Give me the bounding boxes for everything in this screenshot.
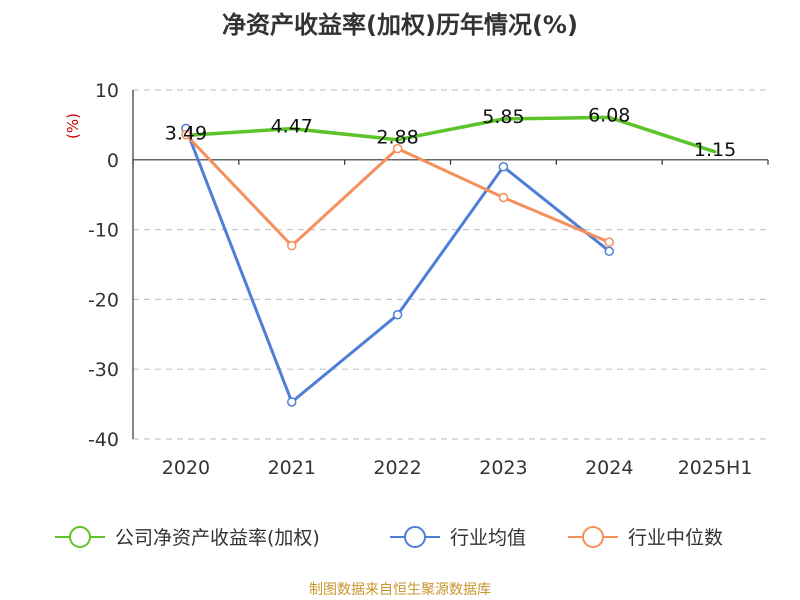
legend-label: 行业中位数 bbox=[628, 527, 723, 549]
y-tick-label: 0 bbox=[107, 150, 119, 172]
x-tick-label: 2024 bbox=[585, 457, 633, 479]
chart-title: 净资产收益率(加权)历年情况(%) bbox=[222, 11, 578, 39]
y-tick-label: -30 bbox=[88, 359, 119, 381]
data-label: 6.08 bbox=[588, 104, 630, 126]
legend-marker bbox=[404, 526, 426, 548]
source-note: 制图数据来自恒生聚源数据库 bbox=[309, 582, 491, 598]
data-point bbox=[713, 150, 717, 154]
data-point bbox=[287, 240, 297, 251]
x-tick-label: 2023 bbox=[479, 457, 527, 479]
series-line bbox=[185, 115, 716, 154]
data-label: 4.47 bbox=[271, 116, 313, 138]
data-point bbox=[392, 143, 403, 154]
x-tick-label: 2021 bbox=[268, 457, 316, 479]
data-label: 5.85 bbox=[482, 106, 524, 128]
data-point bbox=[604, 237, 614, 247]
gridlines bbox=[133, 89, 768, 440]
data-point bbox=[287, 397, 297, 407]
data-point bbox=[501, 117, 505, 121]
data-point bbox=[607, 115, 611, 119]
data-point bbox=[392, 310, 403, 320]
data-point bbox=[498, 192, 509, 203]
data-label: 2.88 bbox=[376, 127, 418, 149]
y-tick-label: -20 bbox=[88, 289, 119, 311]
data-labels: 3.49 4.47 2.88 5.85 6.08 1.15 bbox=[165, 104, 736, 160]
data-point bbox=[396, 138, 400, 142]
data-point bbox=[290, 127, 294, 131]
y-axis-unit-label: (%) bbox=[64, 113, 82, 139]
legend-label: 行业均值 bbox=[450, 527, 526, 549]
legend-marker bbox=[582, 526, 604, 548]
y-tick-label: -40 bbox=[88, 429, 119, 451]
data-point bbox=[604, 246, 614, 256]
series-line bbox=[184, 127, 611, 404]
data-point bbox=[181, 129, 191, 140]
x-tick-label: 2022 bbox=[373, 457, 421, 479]
y-tick-label: -10 bbox=[88, 220, 119, 242]
axes: 10 0 -10 -20 -30 -40 2020 2021 2022 2023 2024 2025H… bbox=[88, 80, 769, 479]
x-tick-label: 2020 bbox=[162, 457, 210, 479]
data-label: 3.49 bbox=[165, 122, 207, 144]
data-label: 1.15 bbox=[694, 139, 736, 161]
legend: 公司净资产收益率(加权) 行业均值 行业中位数 bbox=[55, 526, 723, 549]
y-tick-label: 10 bbox=[95, 80, 119, 102]
legend-marker bbox=[69, 526, 91, 548]
legend-label: 公司净资产收益率(加权) bbox=[115, 527, 320, 549]
series-lines bbox=[181, 115, 717, 407]
data-point bbox=[498, 162, 509, 172]
x-tick-label: 2025H1 bbox=[678, 457, 753, 479]
